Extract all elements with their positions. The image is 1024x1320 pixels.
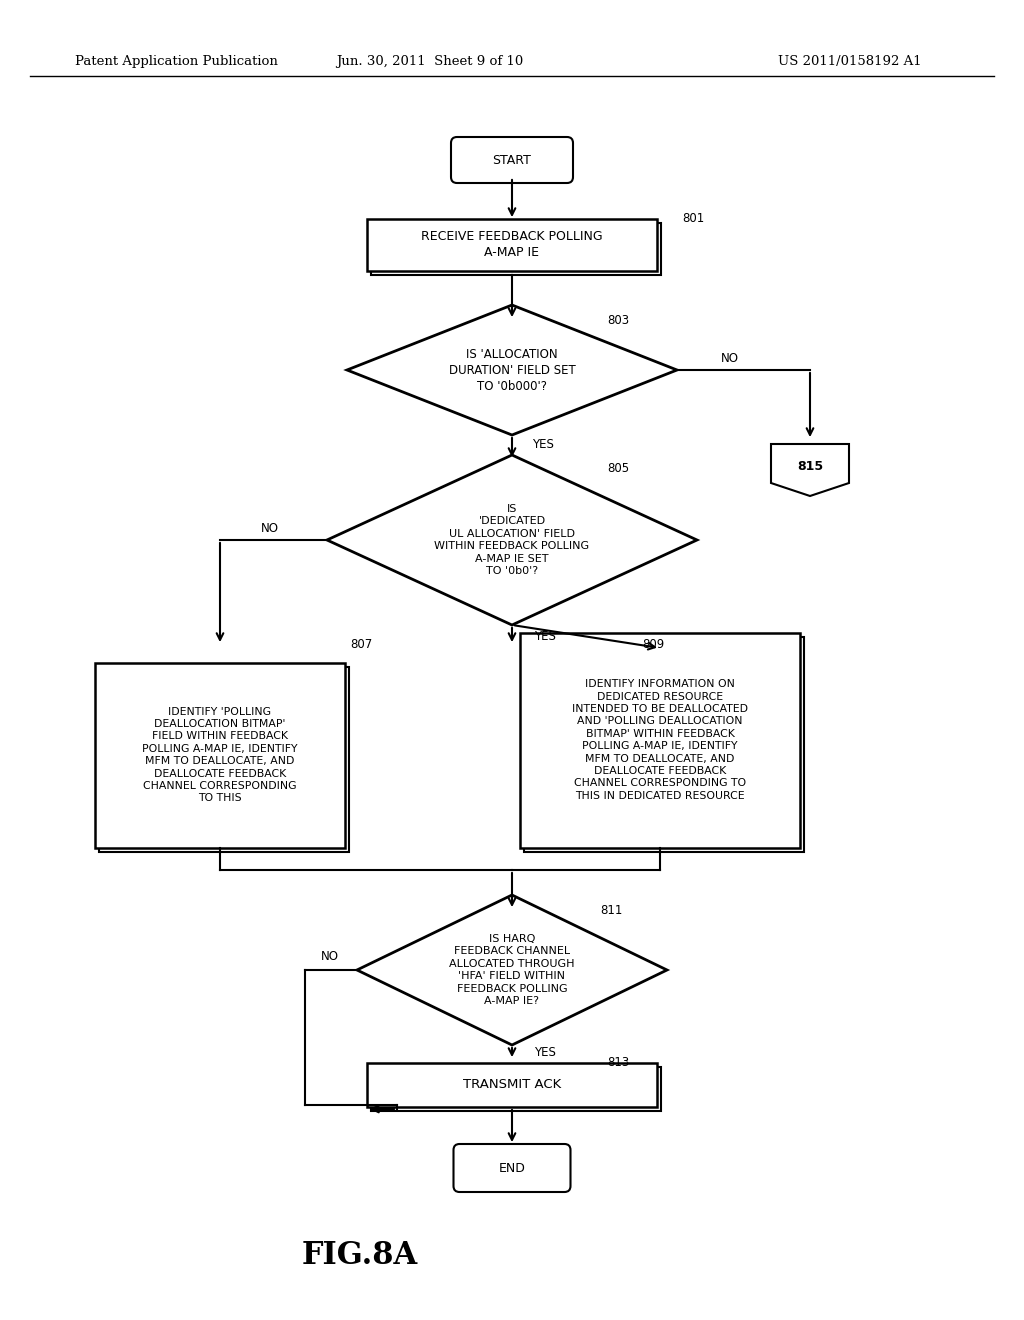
Text: IDENTIFY 'POLLING
DEALLOCATION BITMAP'
FIELD WITHIN FEEDBACK
POLLING A-MAP IE, I: IDENTIFY 'POLLING DEALLOCATION BITMAP' F…	[142, 706, 298, 804]
FancyBboxPatch shape	[451, 137, 573, 183]
Text: NO: NO	[321, 949, 339, 962]
Text: 809: 809	[642, 639, 665, 652]
FancyBboxPatch shape	[454, 1144, 570, 1192]
Polygon shape	[347, 305, 677, 436]
Bar	[524, 636, 804, 851]
Bar	[99, 667, 349, 851]
Bar	[367, 1063, 657, 1107]
Polygon shape	[771, 444, 849, 496]
Text: NO: NO	[261, 521, 279, 535]
Text: 805: 805	[607, 462, 629, 474]
Text: END: END	[499, 1162, 525, 1175]
Bar	[367, 219, 657, 271]
Text: 807: 807	[350, 639, 373, 652]
Bar	[95, 663, 345, 847]
Polygon shape	[357, 895, 667, 1045]
Text: YES: YES	[532, 438, 554, 451]
Text: FIG.8A: FIG.8A	[302, 1239, 418, 1270]
Text: IS
'DEDICATED
UL ALLOCATION' FIELD
WITHIN FEEDBACK POLLING
A-MAP IE SET
TO '0b0': IS 'DEDICATED UL ALLOCATION' FIELD WITHI…	[434, 504, 590, 576]
Bar	[520, 632, 800, 847]
Text: YES: YES	[534, 630, 556, 643]
Text: IS 'ALLOCATION
DURATION' FIELD SET
TO '0b000'?: IS 'ALLOCATION DURATION' FIELD SET TO '0…	[449, 347, 575, 392]
Text: 815: 815	[797, 461, 823, 474]
Bar	[371, 223, 662, 275]
Text: START: START	[493, 153, 531, 166]
Polygon shape	[327, 455, 697, 624]
Text: 813: 813	[607, 1056, 630, 1068]
Text: YES: YES	[534, 1045, 556, 1059]
Text: 803: 803	[607, 314, 629, 326]
Bar	[371, 1067, 662, 1111]
Text: IS HARQ
FEEDBACK CHANNEL
ALLOCATED THROUGH
'HFA' FIELD WITHIN
FEEDBACK POLLING
A: IS HARQ FEEDBACK CHANNEL ALLOCATED THROU…	[450, 935, 574, 1006]
Text: 811: 811	[600, 903, 623, 916]
Text: Jun. 30, 2011  Sheet 9 of 10: Jun. 30, 2011 Sheet 9 of 10	[336, 55, 523, 69]
Text: 801: 801	[682, 211, 705, 224]
Text: IDENTIFY INFORMATION ON
DEDICATED RESOURCE
INTENDED TO BE DEALLOCATED
AND 'POLLI: IDENTIFY INFORMATION ON DEDICATED RESOUR…	[572, 680, 748, 801]
Text: TRANSMIT ACK: TRANSMIT ACK	[463, 1078, 561, 1092]
Text: US 2011/0158192 A1: US 2011/0158192 A1	[778, 55, 922, 69]
Text: NO: NO	[721, 351, 739, 364]
Text: Patent Application Publication: Patent Application Publication	[75, 55, 278, 69]
Text: RECEIVE FEEDBACK POLLING
A-MAP IE: RECEIVE FEEDBACK POLLING A-MAP IE	[421, 231, 603, 260]
